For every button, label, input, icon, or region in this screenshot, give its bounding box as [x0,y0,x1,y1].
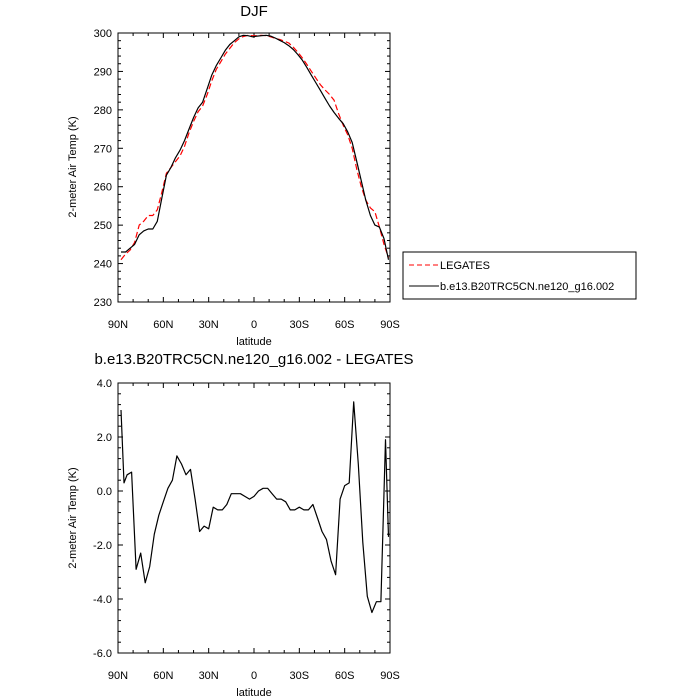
bottom-x-tick-label: 60N [153,670,173,682]
bottom-chart-title: b.e13.B20TRC5CN.ne120_g16.002 - LEGATES [94,351,413,368]
bottom-y-ticks: -6.0 -4.0 -2.0 0.0 2.0 4.0 [93,378,390,660]
top-series-group [120,34,390,261]
bottom-x-tick-label: 30N [199,670,219,682]
top-x-tick-label: 60S [335,319,355,331]
bottom-y-tick-label: 0.0 [97,486,112,498]
bottom-plot-frame [117,382,391,654]
top-x-tick-label: 30S [290,319,310,331]
top-panel: DJF 2-meter Air Temp (K) latitude 230 240… [67,3,400,348]
top-y-axis-label: 2-meter Air Temp (K) [67,116,79,217]
top-y-ticks: 230 240 250 260 270 280 290 300 [94,28,390,309]
top-y-tick-label: 300 [94,28,112,40]
top-x-ticks: 90N 60N 30N 0 30S 60S 90S [108,33,400,331]
top-x-tick-label: 30N [199,319,219,331]
top-series-line-1 [121,34,390,260]
top-y-tick-label: 270 [94,143,112,155]
top-x-tick-label: 90N [108,319,128,331]
bottom-x-tick-label: 30S [290,670,310,682]
bottom-x-ticks: 90N 60N 30N 0 30S 60S 90S [108,383,400,682]
bottom-x-axis-label: latitude [236,687,271,699]
bottom-x-tick-label: 0 [251,670,257,682]
top-y-tick-label: 230 [94,297,112,309]
legend-box [402,251,637,300]
top-y-tick-label: 240 [94,259,112,271]
top-series-line-0 [120,34,390,261]
top-y-tick-label: 250 [94,220,112,232]
bottom-y-tick-label: 2.0 [97,432,112,444]
top-y-tick-label: 290 [94,66,112,78]
legend: LEGATES b.e13.B20TRC5CN.ne120_g16.002 [402,251,637,300]
bottom-x-tick-label: 90N [108,670,128,682]
top-x-tick-label: 90S [380,319,400,331]
top-x-tick-label: 60N [153,319,173,331]
bottom-y-tick-label: -6.0 [93,648,112,660]
top-x-axis-label: latitude [236,336,271,348]
legend-label-legates: LEGATES [440,260,490,272]
bottom-series-line-0 [120,401,390,614]
bottom-series-group [120,401,390,614]
bottom-x-tick-label: 90S [380,670,400,682]
top-chart-title: DJF [240,3,268,20]
bottom-y-tick-label: 4.0 [97,378,112,390]
bottom-x-tick-label: 60S [335,670,355,682]
top-y-tick-label: 260 [94,182,112,194]
top-x-tick-label: 0 [251,319,257,331]
legend-label-model: b.e13.B20TRC5CN.ne120_g16.002 [440,281,614,293]
bottom-panel: b.e13.B20TRC5CN.ne120_g16.002 - LEGATES … [67,351,414,699]
top-plot-frame [117,32,391,303]
bottom-y-axis-label: 2-meter Air Temp (K) [67,467,79,568]
top-y-tick-label: 280 [94,105,112,117]
bottom-y-tick-label: -2.0 [93,540,112,552]
bottom-y-tick-label: -4.0 [93,594,112,606]
